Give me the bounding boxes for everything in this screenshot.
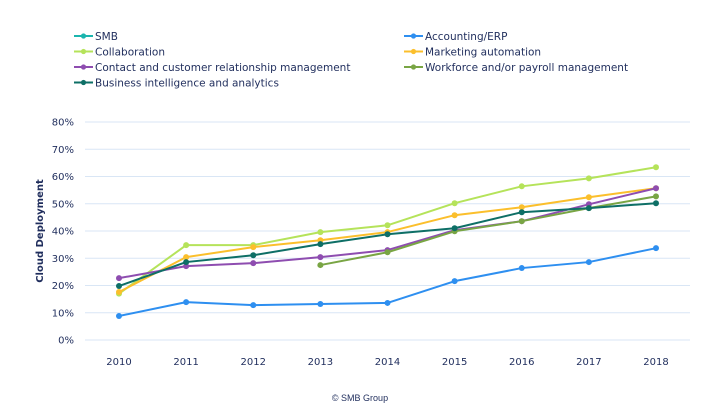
data-point [250,302,257,309]
data-point [384,231,391,238]
legend-item: Collaboration [74,46,165,58]
series-lines [116,164,659,320]
data-point [451,278,458,285]
series-marketing-automation [116,185,659,296]
data-point [116,283,122,290]
legend-label: Contact and customer relationship manage… [95,62,350,74]
series-business-intelligence-and-analytics [116,200,659,290]
legend-label: Workforce and/or payroll management [425,62,628,74]
legend-item: SMB [74,31,118,43]
data-point [518,218,525,225]
y-tick-label: 70% [52,145,74,156]
y-axis-title: Cloud Deployment [35,179,46,283]
data-point [317,241,324,248]
y-tick-label: 40% [52,227,74,238]
legend-swatch-marker [410,48,417,55]
legend-swatch-marker [80,79,87,86]
legend-label: Accounting/ERP [425,31,507,43]
series-line [320,195,657,267]
legend-item: Workforce and/or payroll management [404,62,628,74]
data-point [653,245,659,252]
data-point [451,212,458,219]
data-point [116,289,122,296]
x-tick-label: 2014 [375,357,400,368]
legend-item: Marketing automation [404,46,541,58]
data-point [384,222,391,229]
legend-label: SMB [95,31,118,43]
data-point [317,301,324,308]
data-point [451,200,458,207]
x-tick-label: 2011 [173,357,198,368]
legend-item: Business intelligence and analytics [74,77,279,89]
data-point [317,229,324,236]
y-tick-label: 80% [52,118,74,129]
x-axis-ticks: 2010 2011 2012 2013 2014 2015 2016 2017 2018 [106,357,668,368]
legend-label: Collaboration [95,46,165,58]
y-tick-label: 50% [52,199,74,210]
x-tick-label: 2013 [308,357,333,368]
data-point [116,313,122,320]
x-tick-label: 2018 [643,357,668,368]
data-point [518,183,525,190]
data-point [518,204,525,211]
data-point [250,252,257,259]
data-point [653,185,659,192]
data-point [585,205,592,212]
x-tick-label: 2010 [106,357,131,368]
data-point [317,262,324,269]
legend-swatch-marker [80,64,87,70]
data-point [250,260,257,267]
y-tick-label: 60% [52,172,74,183]
data-point [183,259,190,266]
legend-item: Accounting/ERP [404,31,507,43]
y-tick-label: 0% [58,336,74,347]
legend-label: Marketing automation [425,46,541,58]
data-point [518,265,525,272]
y-tick-label: 10% [52,308,74,319]
data-point [451,225,458,232]
data-point [384,299,391,306]
copyright-footer: © SMB Group [332,393,388,403]
legend-item: Contact and customer relationship manage… [74,62,350,74]
y-axis-ticks: 0% 10% 20% 30% 40% 50% 60% 70% 80% [52,118,74,347]
data-point [116,275,122,282]
x-tick-label: 2012 [241,357,266,368]
x-tick-label: 2016 [509,357,534,368]
data-point [653,164,659,171]
data-point [250,244,257,251]
data-point [317,254,324,261]
data-point [183,254,190,261]
legend-label: Business intelligence and analytics [95,77,279,89]
data-point [653,200,659,207]
data-point [183,299,190,306]
data-point [585,175,592,182]
data-point [653,193,659,200]
data-point [518,209,525,216]
y-tick-label: 30% [52,254,74,265]
legend: SMB Collaboration Contact and customer rel… [74,31,628,89]
series-accounting-erp [116,245,659,320]
data-point [585,259,592,266]
data-point [183,242,190,249]
data-point [585,194,592,201]
legend-swatch-marker [410,64,417,70]
y-tick-label: 20% [52,281,74,292]
legend-swatch-marker [410,33,417,39]
series-workforce-and-or-payroll-management [317,193,659,269]
data-point [384,249,391,256]
x-tick-label: 2015 [442,357,467,368]
legend-swatch-marker [80,48,87,55]
x-tick-label: 2017 [576,357,601,368]
legend-swatch-marker [80,33,87,39]
